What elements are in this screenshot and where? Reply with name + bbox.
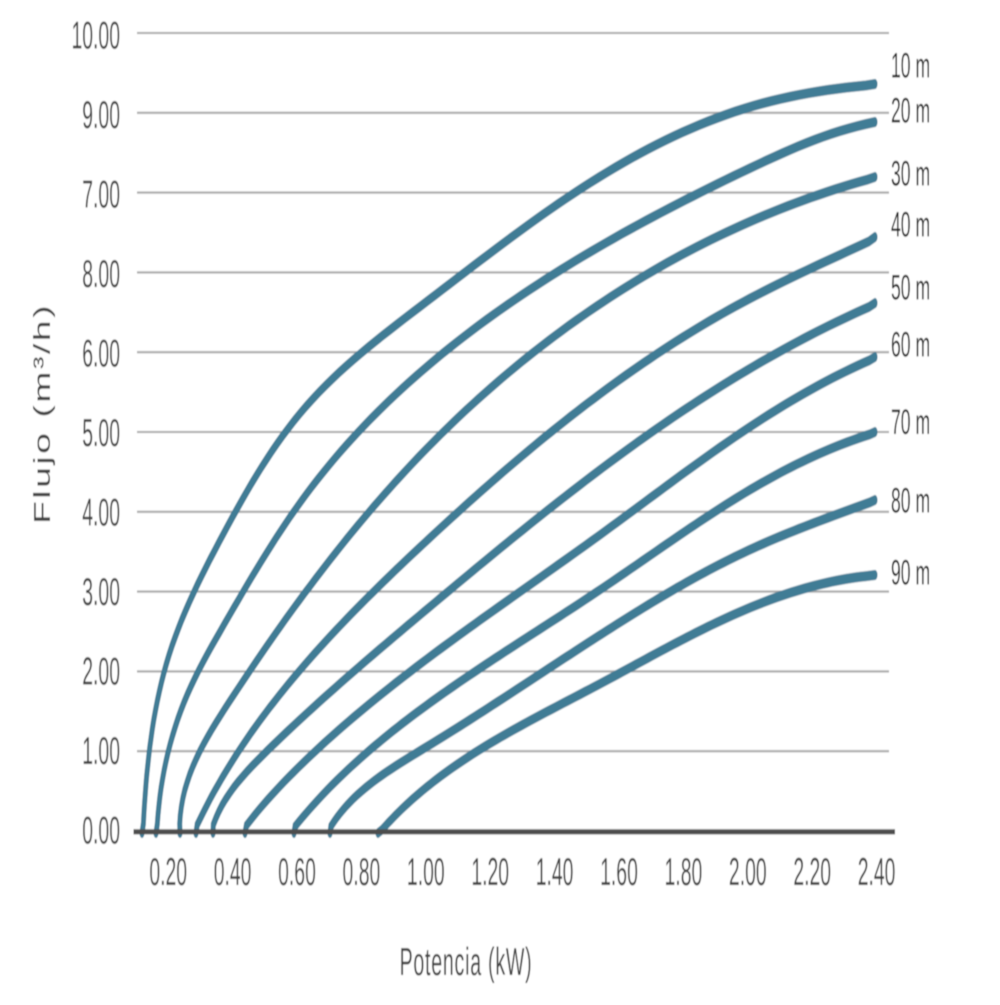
svg-text:1.40: 1.40 (536, 851, 574, 894)
svg-text:1.60: 1.60 (600, 851, 638, 894)
svg-text:0.80: 0.80 (343, 851, 381, 894)
svg-text:1.00: 1.00 (82, 730, 120, 773)
svg-text:80 m: 80 m (891, 481, 930, 520)
svg-text:9.00: 9.00 (82, 94, 120, 137)
svg-text:2.00: 2.00 (729, 851, 767, 894)
svg-text:7.00: 7.00 (82, 173, 120, 216)
svg-text:2.20: 2.20 (793, 851, 831, 894)
svg-text:0.40: 0.40 (214, 851, 252, 894)
svg-text:4.00: 4.00 (82, 491, 120, 534)
svg-text:Potencia (kW): Potencia (kW) (400, 940, 533, 984)
svg-text:1.20: 1.20 (471, 851, 509, 894)
svg-text:2.40: 2.40 (858, 851, 896, 894)
svg-text:0.60: 0.60 (278, 851, 316, 894)
svg-text:60 m: 60 m (891, 325, 930, 364)
svg-text:50 m: 50 m (891, 268, 930, 307)
svg-text:10.00: 10.00 (71, 14, 120, 57)
svg-text:Flujo (m³/h): Flujo (m³/h) (29, 303, 55, 524)
svg-text:70 m: 70 m (891, 403, 930, 442)
svg-text:40 m: 40 m (891, 205, 930, 244)
svg-text:0.20: 0.20 (149, 851, 187, 894)
svg-text:3.00: 3.00 (82, 571, 120, 614)
svg-text:1.00: 1.00 (407, 851, 445, 894)
svg-text:5.00: 5.00 (82, 412, 120, 455)
svg-text:6.00: 6.00 (82, 332, 120, 375)
svg-text:2.00: 2.00 (82, 650, 120, 693)
svg-text:10 m: 10 m (891, 46, 930, 85)
svg-text:90 m: 90 m (891, 553, 930, 592)
svg-text:1.80: 1.80 (665, 851, 703, 894)
svg-text:30 m: 30 m (891, 154, 930, 193)
svg-text:0.00: 0.00 (82, 809, 120, 852)
svg-text:20 m: 20 m (891, 91, 930, 130)
svg-text:8.00: 8.00 (82, 253, 120, 296)
